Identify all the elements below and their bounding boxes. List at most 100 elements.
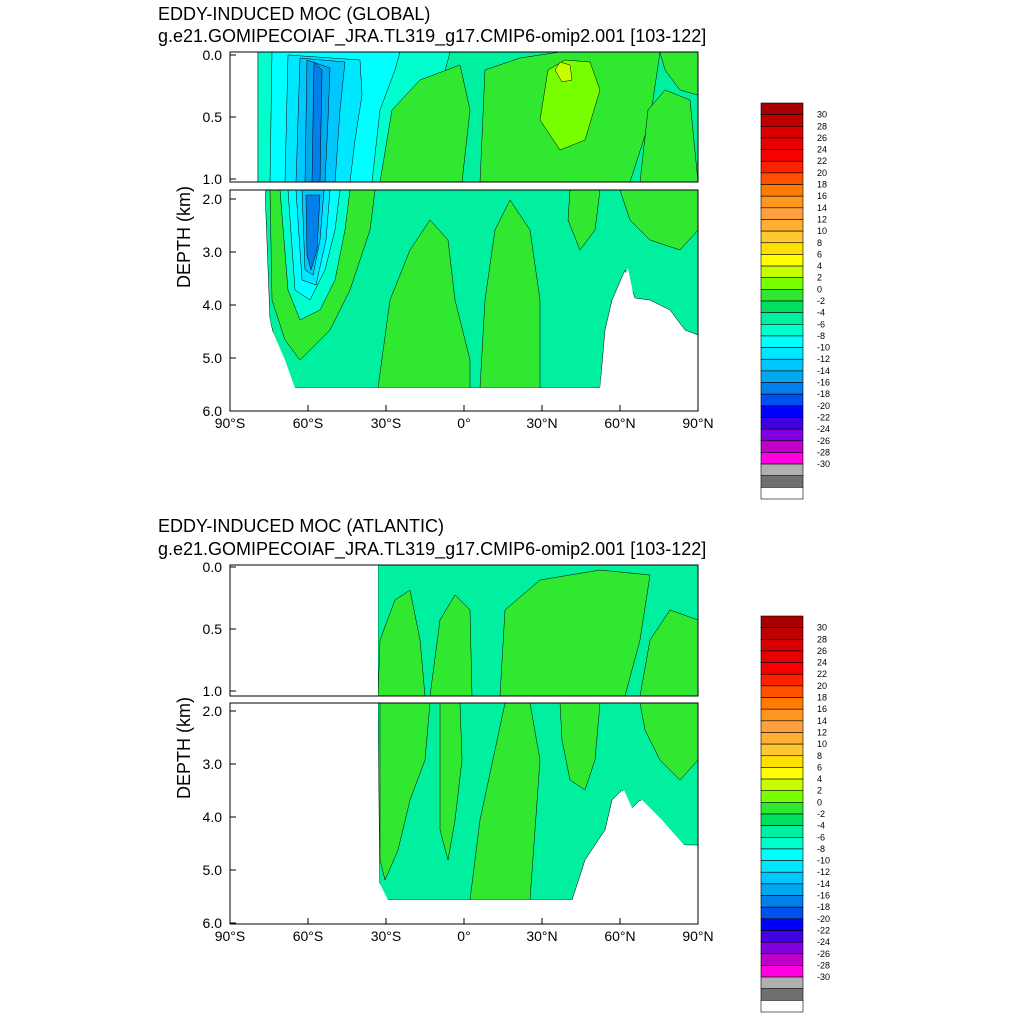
colorbar-label: -10 — [817, 856, 830, 866]
colorbar-label: 28 — [817, 121, 827, 131]
y-tick-label: 2.0 — [203, 191, 223, 207]
colorbar-swatch — [760, 463, 804, 477]
colorbar-swatch — [760, 452, 804, 465]
colorbar-swatch — [760, 615, 804, 628]
colorbar-swatch — [760, 720, 804, 733]
colorbar-label: -24 — [817, 937, 830, 947]
global-colorbar: 302826242220181614121086420-2-4-6-8-10-1… — [760, 102, 830, 500]
colorbar-swatch — [760, 802, 804, 815]
x-tick-label: 30°N — [526, 415, 557, 431]
x-tick-label: 0° — [457, 928, 470, 944]
colorbar-label: 0 — [817, 284, 822, 294]
colorbar-label: 28 — [817, 634, 827, 644]
colorbar-swatch — [760, 813, 804, 826]
y-tick-label: 4.0 — [203, 297, 223, 313]
colorbar-label: 0 — [817, 797, 822, 807]
y-tick-label: 3.0 — [203, 756, 223, 772]
colorbar-swatch — [760, 277, 804, 290]
colorbar-label: 16 — [817, 704, 827, 714]
x-tick-label: 60°S — [293, 415, 324, 431]
colorbar-label: -24 — [817, 424, 830, 434]
y-tick-label: 1.0 — [203, 683, 223, 699]
y-tick-label: 3.0 — [203, 244, 223, 260]
colorbar-swatch — [760, 685, 804, 698]
x-tick-label: 60°N — [604, 928, 635, 944]
colorbar-swatch — [760, 312, 804, 325]
colorbar-label: -12 — [817, 354, 830, 364]
x-tick-label: 90°S — [215, 928, 246, 944]
colorbar-swatch — [760, 300, 804, 313]
atlantic-upper-field — [377, 565, 698, 696]
colorbar-swatch — [760, 207, 804, 220]
colorbar-label: 8 — [817, 238, 822, 248]
colorbar-swatch — [760, 930, 804, 943]
colorbar-label: 20 — [817, 681, 827, 691]
atlantic-title: EDDY-INDUCED MOC (ATLANTIC) — [158, 516, 444, 536]
colorbar-label: -2 — [817, 296, 825, 306]
colorbar-label: 2 — [817, 786, 822, 796]
global-lower-field — [264, 190, 698, 389]
colorbar-label: 20 — [817, 168, 827, 178]
colorbar-label: -8 — [817, 844, 825, 854]
colorbar-label: 10 — [817, 739, 827, 749]
colorbar-label: 24 — [817, 145, 827, 155]
colorbar-swatch — [760, 428, 804, 442]
colorbar-swatch — [760, 382, 804, 395]
colorbar-label: -20 — [817, 914, 830, 924]
colorbar-label: 26 — [817, 646, 827, 656]
colorbar-swatch — [760, 755, 804, 768]
colorbar-swatch — [760, 895, 804, 908]
colorbar-label: 18 — [817, 693, 827, 703]
x-tick-label: 30°S — [371, 415, 402, 431]
colorbar-swatch — [760, 417, 804, 430]
colorbar-label: -28 — [817, 960, 830, 970]
colorbar-swatch — [760, 487, 804, 500]
colorbar-swatch — [760, 195, 804, 209]
colorbar-label: 6 — [817, 249, 822, 259]
colorbar-swatch — [760, 988, 804, 1001]
colorbar-label: -6 — [817, 319, 825, 329]
colorbar-swatch — [760, 708, 804, 722]
colorbar-label: -22 — [817, 925, 830, 935]
colorbar-swatch — [760, 848, 804, 861]
colorbar-label: 22 — [817, 669, 827, 679]
x-tick-label: 90°N — [682, 415, 713, 431]
y-tick-label: 0.5 — [203, 621, 223, 637]
colorbar-swatch — [760, 370, 804, 383]
colorbar-swatch — [760, 137, 804, 150]
y-tick-label: 2.0 — [203, 703, 223, 719]
colorbar-swatch — [760, 836, 804, 850]
colorbar-swatch — [760, 405, 804, 418]
y-tick-label: 6.0 — [203, 915, 223, 931]
colorbar-swatch — [760, 160, 804, 174]
colorbar-label: 30 — [817, 110, 827, 120]
colorbar-swatch — [760, 662, 804, 675]
colorbar-label: -8 — [817, 331, 825, 341]
colorbar-swatch — [760, 1000, 804, 1013]
colorbar-label: -4 — [817, 821, 825, 831]
x-tick-label: 30°S — [371, 928, 402, 944]
colorbar-label: -22 — [817, 412, 830, 422]
colorbar-swatch — [760, 697, 804, 710]
atlantic-lower-field — [377, 703, 698, 901]
y-tick-label: 0.0 — [203, 559, 223, 575]
colorbar-swatch — [760, 953, 804, 966]
global-panel: EDDY-INDUCED MOC (GLOBAL) g.e21.GOMIPECO… — [158, 4, 714, 431]
x-tick-label: 90°S — [215, 415, 246, 431]
x-tick-label: 0° — [457, 415, 470, 431]
colorbar-label: 12 — [817, 727, 827, 737]
colorbar-swatch — [760, 883, 804, 896]
colorbar-swatch — [760, 323, 804, 337]
colorbar-swatch — [760, 149, 804, 162]
x-tick-label: 90°N — [682, 928, 713, 944]
colorbar-label: 4 — [817, 261, 822, 271]
colorbar-swatch — [760, 114, 804, 127]
colorbar-label: 6 — [817, 762, 822, 772]
y-tick-label: 0.0 — [203, 47, 223, 63]
colorbar-swatch — [760, 440, 804, 453]
x-tick-label: 30°N — [526, 928, 557, 944]
colorbar-label: -30 — [817, 972, 830, 982]
y-tick-label: 4.0 — [203, 809, 223, 825]
global-upper-field — [257, 52, 698, 182]
